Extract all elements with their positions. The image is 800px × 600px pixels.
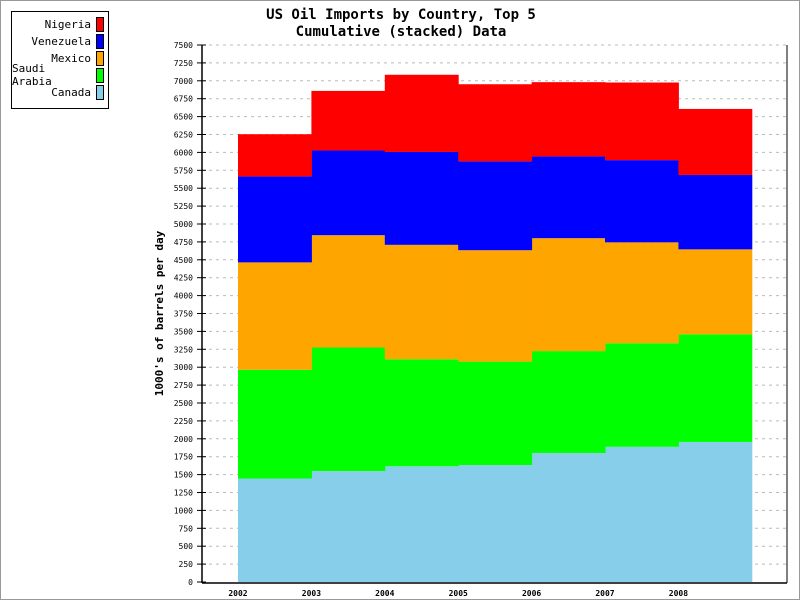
area-segment-canada-2006: [531, 452, 606, 582]
area-segment-saudi-arabia-2005: [458, 361, 533, 466]
y-tick-label: 750: [179, 524, 194, 533]
legend-swatch: [96, 16, 104, 32]
area-segment-venezuela-2002: [238, 176, 312, 263]
legend-item-mexico: Mexico: [51, 50, 104, 66]
x-tick-label: 2002: [228, 589, 247, 598]
y-tick-label: 1500: [174, 471, 193, 480]
area-segment-venezuela-2006: [531, 156, 606, 239]
y-tick-label: 7250: [174, 59, 193, 68]
y-tick-label: 7000: [174, 77, 193, 86]
chart-title: US Oil Imports by Country, Top 5: [266, 7, 536, 23]
y-tick-label: 1250: [174, 489, 193, 498]
x-tick-label: 2008: [669, 589, 688, 598]
chart-title-block: US Oil Imports by Country, Top 5 Cumulat…: [201, 7, 601, 41]
area-segment-venezuela-2008: [678, 174, 753, 250]
y-tick-label: 7500: [174, 41, 193, 50]
area-segment-saudi-arabia-2007: [605, 343, 679, 447]
y-tick-label: 4250: [174, 274, 193, 283]
area-segment-saudi-arabia-2002: [238, 369, 312, 479]
area-segment-nigeria-2002: [238, 134, 312, 177]
y-tick-label: 250: [179, 560, 194, 569]
legend-swatch: [96, 84, 104, 100]
area-segment-venezuela-2005: [458, 161, 533, 251]
y-tick-label: 4750: [174, 238, 193, 247]
area-segment-nigeria-2003: [311, 90, 386, 151]
x-tick-label: 2005: [449, 589, 468, 598]
x-tick-label: 2003: [302, 589, 321, 598]
y-tick-label: 5000: [174, 220, 193, 229]
area-segment-canada-2002: [238, 478, 312, 582]
y-tick-label: 4500: [174, 256, 193, 265]
legend-swatch: [96, 50, 104, 66]
legend-label: Venezuela: [31, 34, 91, 48]
area-segment-venezuela-2003: [311, 150, 386, 236]
y-tick-label: 6500: [174, 113, 193, 122]
chart-subtitle: Cumulative (stacked) Data: [295, 24, 507, 40]
y-axis-label: 1000's of barrels per day: [153, 230, 166, 396]
area-segment-nigeria-2008: [678, 108, 753, 175]
y-tick-label: 2250: [174, 417, 193, 426]
y-tick-label: 3250: [174, 345, 193, 354]
legend-swatch: [96, 33, 104, 49]
y-tick-label: 6750: [174, 95, 193, 104]
area-segment-saudi-arabia-2004: [384, 359, 459, 467]
y-tick-label: 6250: [174, 131, 193, 140]
x-tick-label: 2006: [522, 589, 541, 598]
y-tick-label: 0: [188, 578, 193, 587]
area-segment-nigeria-2006: [531, 82, 606, 157]
legend: Nigeria Venezuela Mexico Saudi Arabia Canada: [11, 11, 109, 109]
legend-label: Canada: [51, 85, 91, 99]
area-segment-venezuela-2004: [384, 151, 459, 245]
y-tick-label: 1750: [174, 453, 193, 462]
area-segment-canada-2003: [311, 471, 386, 582]
y-tick-label: 3000: [174, 363, 193, 372]
y-tick-label: 2500: [174, 399, 193, 408]
area-segment-canada-2005: [458, 465, 533, 582]
area-segment-mexico-2007: [605, 242, 679, 344]
area-segment-saudi-arabia-2006: [531, 351, 606, 453]
y-tick-label: 3750: [174, 310, 193, 319]
legend-swatch: [96, 67, 104, 83]
area-segment-venezuela-2007: [605, 160, 679, 243]
legend-item-canada: Canada: [51, 84, 104, 100]
area-segment-mexico-2006: [531, 238, 606, 352]
y-tick-label: 4000: [174, 292, 193, 301]
legend-item-venezuela: Venezuela: [31, 33, 104, 49]
area-segment-nigeria-2007: [605, 82, 679, 161]
y-tick-label: 1000: [174, 506, 193, 515]
area-segment-nigeria-2004: [384, 74, 459, 152]
area-segment-mexico-2003: [311, 235, 386, 348]
x-tick-label: 2007: [595, 589, 614, 598]
legend-item-nigeria: Nigeria: [45, 16, 104, 32]
area-segment-mexico-2005: [458, 250, 533, 362]
legend-item-saudi-arabia: Saudi Arabia: [12, 62, 104, 88]
y-tick-label: 2000: [174, 435, 193, 444]
area-segment-mexico-2002: [238, 262, 312, 370]
y-tick-label: 5500: [174, 184, 193, 193]
y-tick-label: 500: [179, 542, 194, 551]
legend-label: Saudi Arabia: [12, 62, 52, 88]
area-segment-saudi-arabia-2003: [311, 347, 386, 472]
y-tick-label: 3500: [174, 327, 193, 336]
area-segment-canada-2007: [605, 446, 679, 582]
legend-label: Nigeria: [44, 17, 91, 31]
legend-label: Mexico: [51, 51, 91, 65]
area-segment-canada-2004: [384, 466, 459, 582]
area-segment-nigeria-2005: [458, 84, 533, 162]
area-segment-mexico-2008: [678, 249, 753, 335]
x-tick-label: 2004: [375, 589, 394, 598]
area-segment-saudi-arabia-2008: [678, 334, 753, 442]
y-tick-label: 5250: [174, 202, 193, 211]
area-segment-mexico-2004: [384, 244, 459, 360]
y-tick-label: 6000: [174, 148, 193, 157]
y-tick-label: 5750: [174, 166, 193, 175]
y-tick-label: 2750: [174, 381, 193, 390]
area-segment-canada-2008: [678, 441, 753, 582]
